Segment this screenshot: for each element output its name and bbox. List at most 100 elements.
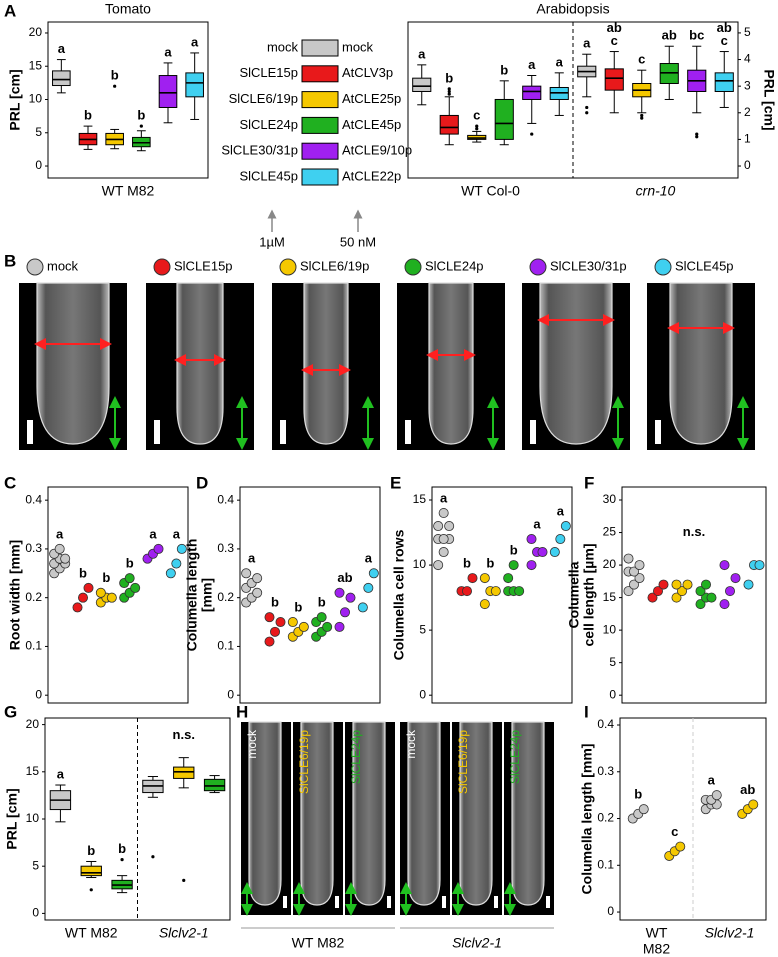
y-tick-label: 5 <box>419 622 426 636</box>
dot <box>433 560 444 571</box>
group-label: Slclv2-1 <box>452 935 502 951</box>
dot <box>467 573 478 584</box>
dot <box>176 543 187 554</box>
dot <box>316 612 327 623</box>
group-label: WT M82 <box>65 925 118 941</box>
outlier <box>151 855 155 859</box>
y-tick-label: 0.2 <box>25 590 42 604</box>
y-axis-label: Columella <box>566 561 582 628</box>
dot <box>78 592 89 603</box>
outlier <box>182 878 186 882</box>
scale-bar <box>442 896 446 908</box>
box <box>80 865 102 877</box>
significance-letter: a <box>440 490 448 505</box>
dot <box>675 841 686 852</box>
panel-label: G <box>4 702 17 721</box>
dose-label: 50 nM <box>340 234 376 249</box>
dose-label: 1µM <box>259 234 285 249</box>
legend-swatch <box>301 168 339 186</box>
significance-letter: ab <box>662 28 677 43</box>
dot <box>444 521 455 532</box>
dot <box>719 599 730 610</box>
image-label: SlCLE24p <box>508 730 522 784</box>
significance-letter: b <box>634 787 642 802</box>
y-tick-label: 0 <box>609 687 616 701</box>
dot <box>165 568 176 579</box>
outlier <box>585 105 589 110</box>
dot <box>269 626 280 637</box>
y-axis-label: PRL [cm] <box>7 69 23 130</box>
dot <box>647 592 658 603</box>
dot <box>334 621 345 632</box>
significance-letter: b <box>126 556 134 571</box>
outlier <box>640 116 644 120</box>
y-tick-label: 20 <box>29 25 43 39</box>
dot <box>503 573 514 584</box>
chart-title: Tomato <box>105 1 151 17</box>
legend-label: SlCLE15p <box>239 65 298 80</box>
dot <box>171 558 182 569</box>
significance-letter: a <box>557 503 565 518</box>
box <box>158 75 178 108</box>
dot <box>629 566 640 577</box>
dot <box>701 579 712 590</box>
dot <box>357 602 368 613</box>
legend-label: AtCLE25p <box>342 91 401 106</box>
outlier <box>139 124 143 128</box>
scale-bar <box>530 420 536 444</box>
significance-letter: ab <box>607 20 622 35</box>
root <box>303 282 349 445</box>
y-tick-label: 3 <box>744 78 751 92</box>
panel-label: A <box>4 1 16 20</box>
scale-bar <box>387 896 391 908</box>
legend-dot <box>279 258 297 276</box>
outlier <box>475 124 479 128</box>
legend-label: AtCLE9/10p <box>342 143 412 158</box>
image-label: SlCLE30/31p <box>550 258 627 273</box>
dot <box>549 547 560 558</box>
dot <box>514 586 525 597</box>
legend-label: mock <box>342 39 374 54</box>
dot <box>677 586 688 597</box>
significance-letter: a <box>149 526 157 541</box>
root <box>428 282 474 445</box>
dot <box>264 636 275 647</box>
significance-letter: b <box>118 841 126 856</box>
y-tick-label: 0 <box>607 904 614 918</box>
dot <box>638 804 649 815</box>
dot <box>490 586 501 597</box>
dot <box>95 587 106 598</box>
dot <box>461 586 472 597</box>
dot <box>671 592 682 603</box>
dot <box>153 543 164 554</box>
image-label: SlCLE6/19p <box>456 730 470 794</box>
y-tick-label: 0 <box>227 687 234 701</box>
y-tick-label: 0.4 <box>25 492 42 506</box>
dot <box>537 547 548 558</box>
box <box>203 778 226 792</box>
group-label: WT M82 <box>102 183 155 199</box>
legend-dot <box>404 258 422 276</box>
legend-swatch <box>301 65 339 83</box>
significance-letter: b <box>500 62 508 77</box>
dot <box>479 599 490 610</box>
dot <box>555 534 566 545</box>
dot <box>671 579 682 590</box>
legend-label: mock <box>267 39 299 54</box>
significance-letter: ab <box>717 20 732 35</box>
significance-letter: b <box>137 108 145 123</box>
box <box>494 98 514 140</box>
y-tick-label: 0.4 <box>597 717 614 731</box>
y-tick-label: 5 <box>32 858 39 872</box>
significance-letter: c <box>611 33 618 48</box>
y-tick-label: 2 <box>744 105 751 119</box>
box <box>412 77 432 92</box>
dot <box>526 560 537 571</box>
image-label: SlCLE15p <box>174 258 233 273</box>
y-axis-label: [mm] <box>199 578 215 612</box>
legend-dot <box>153 258 171 276</box>
y-tick-label: 0.4 <box>217 492 234 506</box>
outlier <box>640 113 644 118</box>
significance-letter: a <box>418 46 426 61</box>
scale-bar <box>154 420 160 444</box>
